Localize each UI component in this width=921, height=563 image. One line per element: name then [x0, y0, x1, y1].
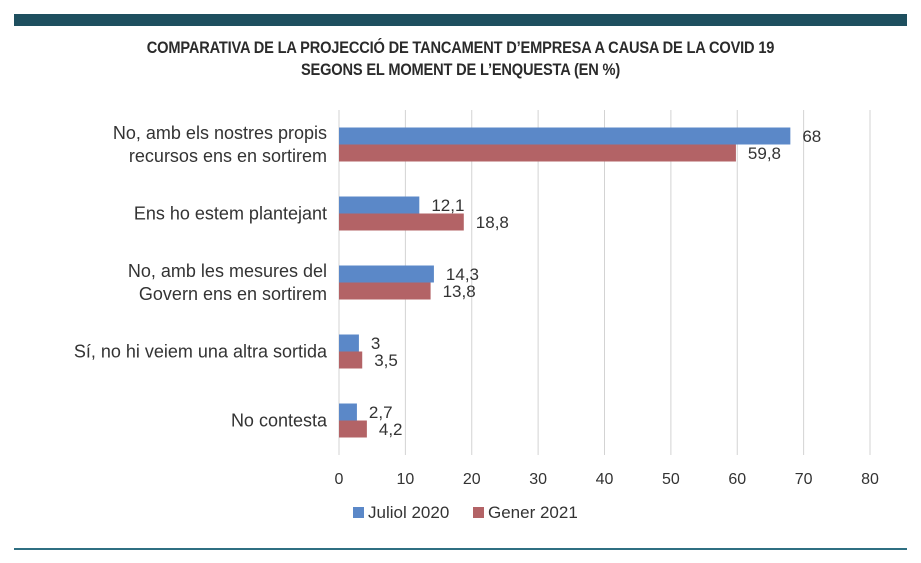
category-label-4-0: No contesta [231, 411, 328, 431]
x-tick-label-5: 50 [662, 471, 680, 488]
chart-title-line2: SEGONS EL MOMENT DE L’ENQUESTA (EN %) [300, 60, 621, 79]
data-labels: 68 59,8 12,1 18,8 14,313,8 33,5 2,74,2 [369, 127, 821, 439]
chart-title-line1: COMPARATIVA DE LA PROJECCIÓ DE TANCAMENT… [146, 38, 775, 57]
data-label-1-1: 18,8 [476, 213, 509, 232]
data-label-0-4: 2,7 [369, 403, 393, 422]
category-label-0-0: No, amb els nostres propis [113, 123, 327, 143]
bars [339, 127, 791, 438]
data-label-1-0: 59,8 [748, 144, 781, 163]
legend-swatch-gener-2021 [473, 507, 484, 518]
category-label-2-1: Govern ens en sortirem [139, 284, 327, 304]
data-label-1-3: 3,5 [374, 351, 398, 370]
data-label-0-1: 12,1 [431, 196, 464, 215]
category-label-2-0: No, amb les mesures del [128, 261, 327, 281]
bar-gener-2021-2 [339, 282, 431, 300]
x-tick-label-3: 30 [529, 471, 547, 488]
legend-swatch-juliol-2020 [353, 507, 364, 518]
bar-gener-2021-0 [339, 144, 736, 162]
category-labels: No, amb els nostres propis recursos ens e… [74, 123, 328, 431]
data-label-1-4: 4,2 [379, 420, 403, 439]
category-label-1-0: Ens ho estem plantejant [134, 204, 327, 224]
category-label-0-1: recursos ens en sortirem [129, 146, 327, 166]
data-label-0-0: 68 [802, 127, 821, 146]
bar-juliol-2020-4 [339, 403, 357, 421]
data-label-1-2: 13,8 [443, 282, 476, 301]
legend-label-juliol-2020: Juliol 2020 [368, 503, 449, 522]
x-tick-label-4: 40 [596, 471, 614, 488]
bar-juliol-2020-3 [339, 334, 359, 352]
bar-juliol-2020-1 [339, 196, 420, 214]
x-tick-label-8: 80 [861, 471, 879, 488]
category-label-3-0: Sí, no hi veiem una altra sortida [74, 342, 328, 362]
x-tick-label-7: 70 [795, 471, 813, 488]
x-tick-label-0: 0 [335, 471, 344, 488]
bar-gener-2021-1 [339, 213, 464, 231]
bar-gener-2021-4 [339, 420, 367, 438]
x-tick-label-2: 20 [463, 471, 481, 488]
bar-juliol-2020-0 [339, 127, 791, 145]
data-label-0-2: 14,3 [446, 265, 479, 284]
x-tick-label-6: 60 [728, 471, 746, 488]
x-tick-labels: 0 10 20 30 40 50 60 70 80 [335, 471, 879, 488]
bottom-rule [14, 548, 907, 550]
legend-label-gener-2021: Gener 2021 [488, 503, 578, 522]
top-banner-bar [14, 14, 907, 26]
bar-gener-2021-3 [339, 351, 363, 369]
bar-juliol-2020-2 [339, 265, 434, 283]
legend: Juliol 2020 Gener 2021 [353, 503, 578, 522]
x-tick-label-1: 10 [396, 471, 414, 488]
data-label-0-3: 3 [371, 334, 380, 353]
